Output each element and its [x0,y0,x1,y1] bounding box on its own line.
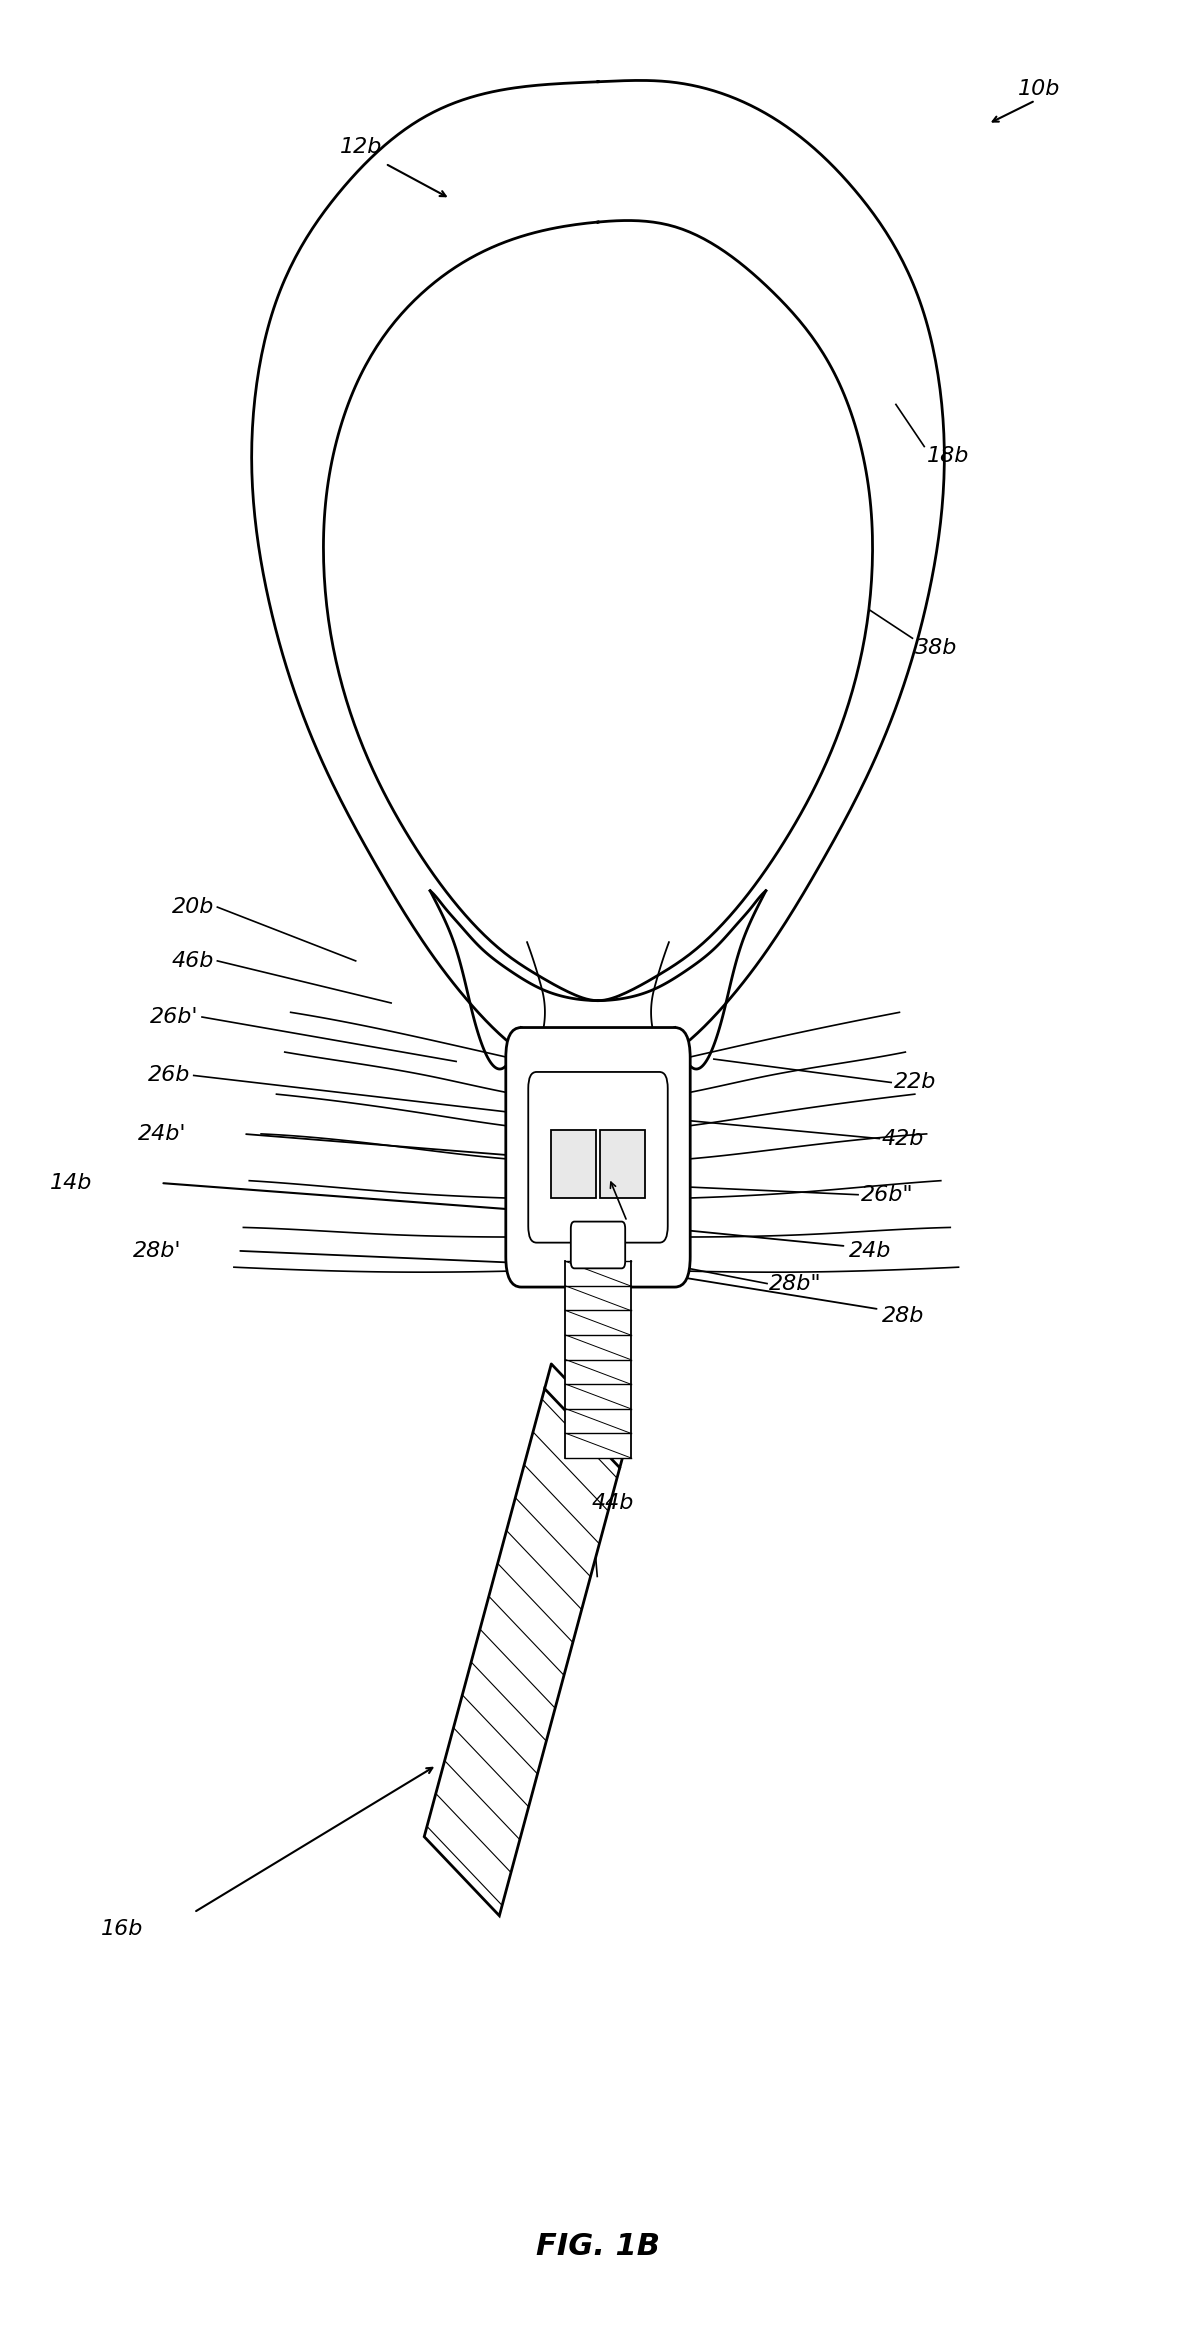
Text: 26b: 26b [148,1065,190,1087]
Text: 14b: 14b [50,1174,92,1192]
Text: 28b": 28b" [769,1272,822,1294]
Text: 26b': 26b' [150,1007,199,1028]
Text: 10b: 10b [1018,78,1060,99]
Text: 24b: 24b [849,1242,891,1261]
Text: 44b: 44b [592,1494,634,1512]
Text: 12b: 12b [341,136,383,158]
FancyBboxPatch shape [506,1028,690,1287]
Bar [600,1131,646,1197]
Text: FIG. 1B: FIG. 1B [536,2232,660,2260]
FancyBboxPatch shape [570,1221,626,1268]
Text: 20b: 20b [171,896,214,917]
Text: 28b: 28b [881,1305,925,1327]
Polygon shape [425,1388,620,1917]
Bar [550,1131,596,1197]
Bar [566,1261,630,1458]
Text: 38b: 38b [915,637,957,659]
Text: 26b": 26b" [860,1185,913,1204]
Text: 22b: 22b [893,1073,936,1091]
Text: 42b: 42b [881,1129,925,1148]
FancyBboxPatch shape [529,1073,667,1242]
Text: 46b: 46b [171,950,214,971]
Text: 28b': 28b' [134,1242,182,1261]
Text: 24b': 24b' [138,1124,187,1143]
Text: 16b: 16b [100,1919,142,1938]
Text: 18b: 18b [927,447,969,466]
